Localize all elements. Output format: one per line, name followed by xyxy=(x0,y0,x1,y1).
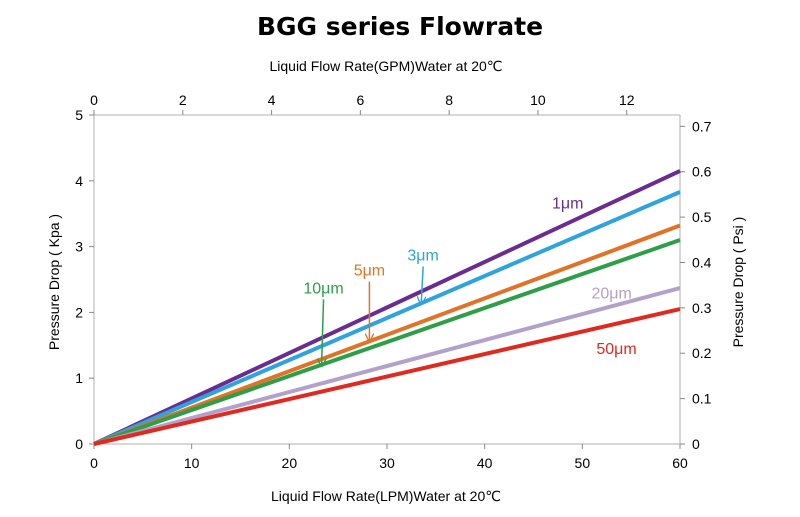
x2-tick-label: 2 xyxy=(179,92,187,108)
x-tick-label: 60 xyxy=(672,455,688,471)
series-line xyxy=(93,169,681,446)
series-line xyxy=(93,286,681,446)
chart-title: BGG series Flowrate xyxy=(256,12,544,41)
x2-tick-label: 4 xyxy=(268,92,276,108)
y-tick-label: 5 xyxy=(75,107,83,123)
x2-axis-label: Liquid Flow Rate(GPM)Water at 20℃ xyxy=(269,58,503,74)
series-label-arrow xyxy=(322,299,324,366)
y2-tick-label: 0.1 xyxy=(692,391,712,407)
y-tick-label: 1 xyxy=(75,370,83,386)
y-tick-label: 4 xyxy=(75,173,83,189)
x2-tick-label: 0 xyxy=(90,92,98,108)
series-line xyxy=(93,223,681,446)
series-label: 10μm xyxy=(303,280,343,297)
y2-tick-label: 0.4 xyxy=(692,254,712,270)
series-label: 1μm xyxy=(552,196,583,213)
y-tick-label: 0 xyxy=(75,436,83,452)
y2-tick-label: 0.2 xyxy=(692,345,712,361)
y2-tick-label: 0.5 xyxy=(692,209,712,225)
series-label: 5μm xyxy=(354,263,385,280)
x-tick-label: 10 xyxy=(184,455,200,471)
x2-tick-label: 10 xyxy=(530,92,546,108)
y-tick-label: 2 xyxy=(75,304,83,320)
y2-tick-label: 0.6 xyxy=(692,164,712,180)
series-line xyxy=(93,238,681,446)
series-label: 20μm xyxy=(591,286,631,303)
x-tick-label: 0 xyxy=(90,455,98,471)
x2-tick-label: 6 xyxy=(356,92,364,108)
y2-tick-label: 0.3 xyxy=(692,300,712,316)
x-tick-label: 30 xyxy=(379,455,395,471)
y2-tick-label: 0.7 xyxy=(692,118,712,134)
x-tick-label: 50 xyxy=(575,455,591,471)
series-line xyxy=(93,190,681,446)
series-line xyxy=(93,307,681,446)
x2-tick-label: 12 xyxy=(619,92,635,108)
series-label-arrow xyxy=(421,266,423,304)
x2-tick-label: 8 xyxy=(445,92,453,108)
y-tick-label: 3 xyxy=(75,239,83,255)
x-axis-label: Liquid Flow Rate(LPM)Water at 20℃ xyxy=(271,488,501,504)
x-tick-label: 40 xyxy=(477,455,493,471)
x-tick-label: 20 xyxy=(282,455,298,471)
series-label: 50μm xyxy=(596,341,636,358)
y2-tick-label: 0 xyxy=(692,436,700,452)
series-label: 3μm xyxy=(407,247,438,264)
